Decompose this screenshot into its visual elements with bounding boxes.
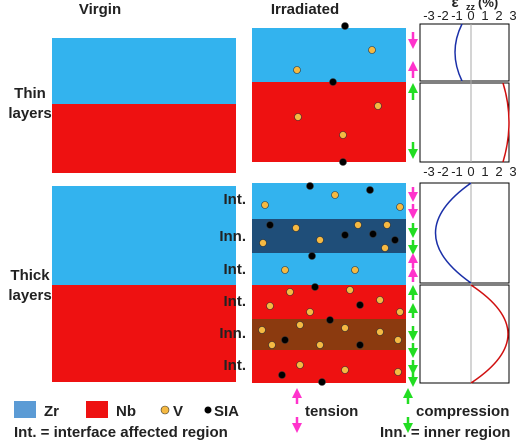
- tick-labels: -3 -2 -1 0 1 2 3-3 -2 -1 0 1 2 3: [423, 8, 516, 179]
- tick-label: 3: [509, 8, 516, 23]
- region-label: Inn.: [219, 228, 246, 245]
- region-label: Int.: [224, 261, 247, 278]
- legend-label: V: [173, 403, 183, 420]
- region-label: Int.: [224, 191, 247, 208]
- tick-label: -1: [451, 164, 463, 179]
- tick-label: 2: [495, 164, 502, 179]
- strain-panels: [419, 23, 510, 384]
- column-title: Virgin: [79, 1, 121, 18]
- tick-label: 0: [467, 8, 474, 23]
- tick-label: 1: [481, 8, 488, 23]
- legend-label: compression: [416, 403, 509, 420]
- axis-subscript: zz: [466, 2, 476, 12]
- note: Inn. = inner region: [380, 424, 510, 441]
- legend-label: tension: [305, 403, 358, 420]
- legend-label: Nb: [116, 403, 136, 420]
- note: Int. = interface affected region: [14, 424, 228, 441]
- tick-label: 3: [509, 164, 516, 179]
- tick-label: -3: [423, 164, 435, 179]
- tick-label: 2: [495, 8, 502, 23]
- row-label: layers: [8, 105, 51, 122]
- region-label: Inn.: [219, 325, 246, 342]
- region-label: Int.: [224, 293, 247, 310]
- virgin-blocks: [52, 38, 236, 382]
- tick-label: -3: [423, 8, 435, 23]
- region-label: Int.: [224, 357, 247, 374]
- legend-label: Zr: [44, 403, 59, 420]
- tick-label: -1: [451, 8, 463, 23]
- axis-symbol: ε: [451, 0, 458, 11]
- tick-label: 0: [467, 164, 474, 179]
- row-label: layers: [8, 287, 51, 304]
- tick-label: 1: [481, 164, 488, 179]
- axis-unit: (%): [478, 0, 498, 10]
- row-label: Thick: [10, 267, 50, 284]
- tick-label: -2: [437, 8, 449, 23]
- tick-label: -2: [437, 164, 449, 179]
- column-title: Irradiated: [271, 1, 339, 18]
- legend: [14, 388, 413, 433]
- legend-label: SIA: [214, 403, 239, 420]
- defects: [258, 22, 404, 386]
- row-label: Thin: [14, 85, 46, 102]
